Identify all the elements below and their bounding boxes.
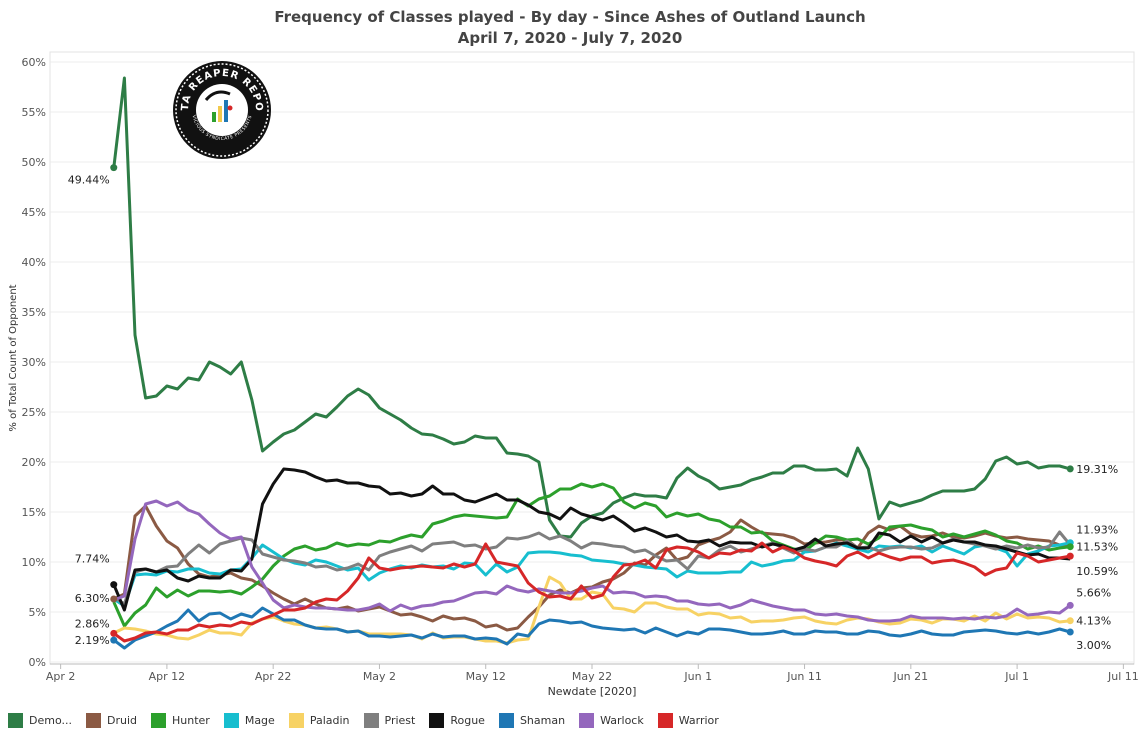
y-tick-label: 40% bbox=[22, 256, 46, 269]
end-point bbox=[1066, 601, 1074, 609]
x-tick-label: Apr 2 bbox=[46, 670, 76, 683]
line-chart: 0% 5% 10% 15% 20% 25% 30% 35% 40% 45% 50% 55% 60% Ap… bbox=[8, 51, 1139, 698]
legend-swatch bbox=[657, 713, 673, 728]
x-tick-label: Jul 11 bbox=[1107, 670, 1139, 683]
legend-item[interactable]: Mage bbox=[223, 713, 275, 728]
legend-swatch bbox=[363, 713, 379, 728]
legend-swatch bbox=[498, 713, 514, 728]
legend-swatch bbox=[8, 713, 23, 728]
start-data-label: 6.30% bbox=[75, 592, 110, 605]
legend-item[interactable]: Hunter bbox=[151, 713, 210, 728]
x-axis-label: Newdate [2020] bbox=[548, 685, 637, 698]
series-line-paladin bbox=[113, 575, 1071, 645]
legend-swatch bbox=[579, 713, 595, 728]
end-data-label: 4.13% bbox=[1076, 615, 1111, 628]
gridlines bbox=[50, 61, 1134, 663]
x-tick-label: Apr 22 bbox=[255, 670, 292, 683]
logo-dot-icon bbox=[227, 105, 233, 111]
legend-label: Warlock bbox=[600, 714, 644, 727]
series-line-hunter bbox=[112, 482, 1071, 628]
x-tick-label: Jul 1 bbox=[1004, 670, 1029, 683]
x-axis: Apr 2 Apr 12 Apr 22 May 2 May 12 May 22 Jun 1 J… bbox=[46, 663, 1139, 683]
series-line-warrior bbox=[112, 541, 1071, 643]
y-tick-label: 50% bbox=[22, 156, 46, 169]
end-data-label: 19.31% bbox=[1076, 463, 1118, 476]
x-tick-label: Jun 11 bbox=[786, 670, 822, 683]
end-data-label: 3.00% bbox=[1076, 639, 1111, 652]
start-point bbox=[110, 164, 118, 172]
start-data-label: 2.19% bbox=[75, 634, 110, 647]
x-tick-label: May 22 bbox=[572, 670, 612, 683]
y-tick-label: 5% bbox=[29, 606, 46, 619]
end-data-label: 5.66% bbox=[1076, 586, 1111, 599]
y-tick-label: 15% bbox=[22, 506, 46, 519]
start-point bbox=[110, 629, 118, 637]
series-lines bbox=[112, 76, 1072, 650]
end-data-label: 10.59% bbox=[1076, 565, 1118, 578]
y-tick-label: 10% bbox=[22, 556, 46, 569]
legend-item[interactable]: Paladin bbox=[288, 713, 350, 728]
legend-item[interactable]: Warrior bbox=[657, 713, 719, 728]
series-line-rogue bbox=[112, 467, 1071, 612]
legend-item[interactable]: Demo... bbox=[8, 713, 72, 728]
legend-label: Hunter bbox=[172, 714, 210, 727]
end-data-label: 11.53% bbox=[1076, 541, 1118, 554]
end-point bbox=[1066, 628, 1074, 636]
series-line-shaman bbox=[112, 606, 1071, 650]
start-point bbox=[110, 636, 118, 644]
legend-swatch bbox=[223, 713, 239, 728]
y-tick-label: 45% bbox=[22, 206, 46, 219]
data-reaper-logo: DATA REAPER REPORT VICIOUS SYNDICATE PRE… bbox=[172, 60, 271, 159]
legend-label: Paladin bbox=[309, 714, 350, 727]
y-tick-label: 20% bbox=[22, 456, 46, 469]
start-point bbox=[110, 581, 118, 589]
x-tick-label: Jun 1 bbox=[683, 670, 712, 683]
series-line-warlock bbox=[113, 499, 1072, 623]
legend-item[interactable]: Rogue bbox=[429, 713, 485, 728]
end-data-label: 11.93% bbox=[1076, 524, 1118, 537]
legend-item[interactable]: Shaman bbox=[498, 713, 566, 728]
start-data-label: 7.74% bbox=[75, 553, 110, 566]
end-point bbox=[1066, 617, 1074, 625]
y-tick-label: 30% bbox=[22, 356, 46, 369]
start-data-label: 2.86% bbox=[75, 617, 110, 630]
chart-subtitle: April 7, 2020 - July 7, 2020 bbox=[457, 29, 683, 47]
series-line-priest bbox=[112, 530, 1072, 606]
legend-label: Shaman bbox=[519, 714, 566, 727]
x-tick-label: May 12 bbox=[466, 670, 506, 683]
legend-label: Mage bbox=[244, 714, 275, 727]
x-tick-label: May 2 bbox=[363, 670, 396, 683]
legend-label: Warrior bbox=[678, 714, 719, 727]
logo-scythe-icon bbox=[204, 90, 231, 102]
data-labels: 49.44% 7.74% 6.30% 2.86% 2.19% 19.31% 11.93% 11… bbox=[68, 164, 1118, 652]
legend-swatch bbox=[288, 713, 304, 728]
legend-item[interactable]: Druid bbox=[85, 713, 137, 728]
end-point bbox=[1066, 543, 1074, 551]
y-axis: 0% 5% 10% 15% 20% 25% 30% 35% 40% 45% 50% 55% 60% bbox=[22, 56, 46, 669]
legend-item[interactable]: Warlock bbox=[579, 713, 644, 728]
y-tick-label: 25% bbox=[22, 406, 46, 419]
legend-label: Demo... bbox=[29, 714, 72, 727]
start-point bbox=[110, 595, 118, 603]
chart-title: Frequency of Classes played - By day - S… bbox=[274, 8, 866, 26]
y-tick-label: 60% bbox=[22, 56, 46, 69]
x-tick-label: Jun 21 bbox=[892, 670, 928, 683]
y-tick-label: 0% bbox=[29, 656, 46, 669]
legend: Demo... Druid Hunter Mage Paladin Priest Rogue… bbox=[8, 713, 1133, 728]
start-data-label: 49.44% bbox=[68, 174, 110, 187]
end-point bbox=[1066, 465, 1074, 473]
logo-bar-icon bbox=[212, 112, 216, 122]
legend-label: Priest bbox=[384, 714, 416, 727]
legend-swatch bbox=[151, 713, 166, 728]
legend-label: Rogue bbox=[450, 714, 485, 727]
end-point bbox=[1066, 552, 1074, 560]
y-axis-label: % of Total Count of Opponent bbox=[8, 284, 19, 431]
legend-swatch bbox=[85, 713, 101, 728]
legend-label: Druid bbox=[106, 714, 137, 727]
x-tick-label: Apr 12 bbox=[149, 670, 186, 683]
legend-swatch bbox=[429, 713, 445, 728]
y-tick-label: 55% bbox=[22, 106, 46, 119]
legend-item[interactable]: Priest bbox=[363, 713, 416, 728]
y-tick-label: 35% bbox=[22, 306, 46, 319]
